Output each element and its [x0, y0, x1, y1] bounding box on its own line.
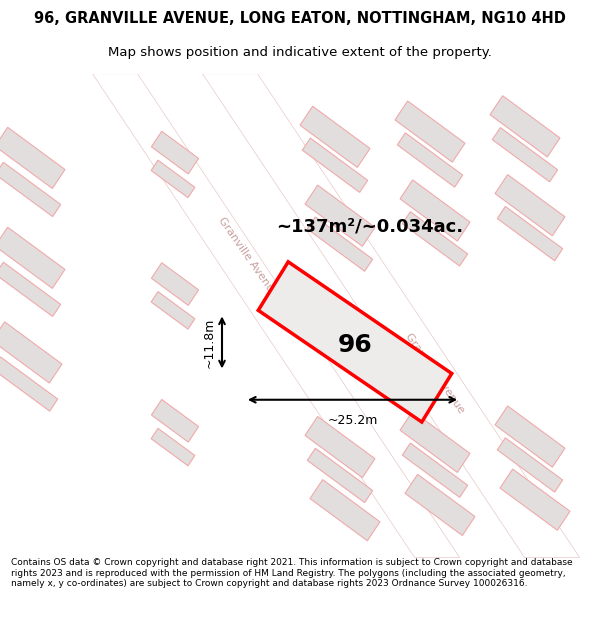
Text: ~11.8m: ~11.8m [203, 318, 216, 368]
Polygon shape [495, 174, 565, 236]
Polygon shape [0, 322, 62, 383]
Polygon shape [0, 228, 65, 288]
Polygon shape [151, 131, 199, 174]
Polygon shape [0, 357, 58, 411]
Text: ~25.2m: ~25.2m [328, 414, 377, 428]
Polygon shape [305, 416, 375, 478]
Text: ~137m²/~0.034ac.: ~137m²/~0.034ac. [277, 217, 464, 235]
Polygon shape [0, 127, 65, 189]
Text: Map shows position and indicative extent of the property.: Map shows position and indicative extent… [108, 46, 492, 59]
Text: Contains OS data © Crown copyright and database right 2021. This information is : Contains OS data © Crown copyright and d… [11, 558, 572, 588]
Text: 96: 96 [338, 333, 373, 357]
Polygon shape [307, 217, 373, 271]
Polygon shape [151, 262, 199, 306]
Polygon shape [151, 428, 195, 466]
Polygon shape [151, 160, 195, 198]
Polygon shape [400, 411, 470, 472]
Polygon shape [397, 133, 463, 187]
Polygon shape [493, 127, 557, 182]
Polygon shape [495, 406, 565, 467]
Polygon shape [403, 212, 467, 266]
Polygon shape [302, 138, 368, 192]
Polygon shape [307, 448, 373, 503]
Polygon shape [0, 262, 61, 316]
Polygon shape [151, 292, 195, 329]
Polygon shape [305, 185, 375, 246]
Text: Granville Avenue: Granville Avenue [216, 216, 279, 299]
Text: Granville Avenue: Granville Avenue [403, 332, 466, 416]
Polygon shape [497, 438, 563, 492]
Polygon shape [300, 106, 370, 168]
Polygon shape [92, 74, 460, 558]
Polygon shape [497, 206, 563, 261]
Polygon shape [490, 96, 560, 157]
Polygon shape [151, 399, 199, 442]
Polygon shape [0, 162, 61, 217]
Polygon shape [500, 469, 570, 530]
Polygon shape [258, 262, 452, 422]
Polygon shape [395, 101, 465, 162]
Polygon shape [203, 74, 580, 558]
Polygon shape [310, 479, 380, 541]
Polygon shape [403, 443, 467, 498]
Text: 96, GRANVILLE AVENUE, LONG EATON, NOTTINGHAM, NG10 4HD: 96, GRANVILLE AVENUE, LONG EATON, NOTTIN… [34, 11, 566, 26]
Polygon shape [400, 180, 470, 241]
Polygon shape [405, 474, 475, 536]
